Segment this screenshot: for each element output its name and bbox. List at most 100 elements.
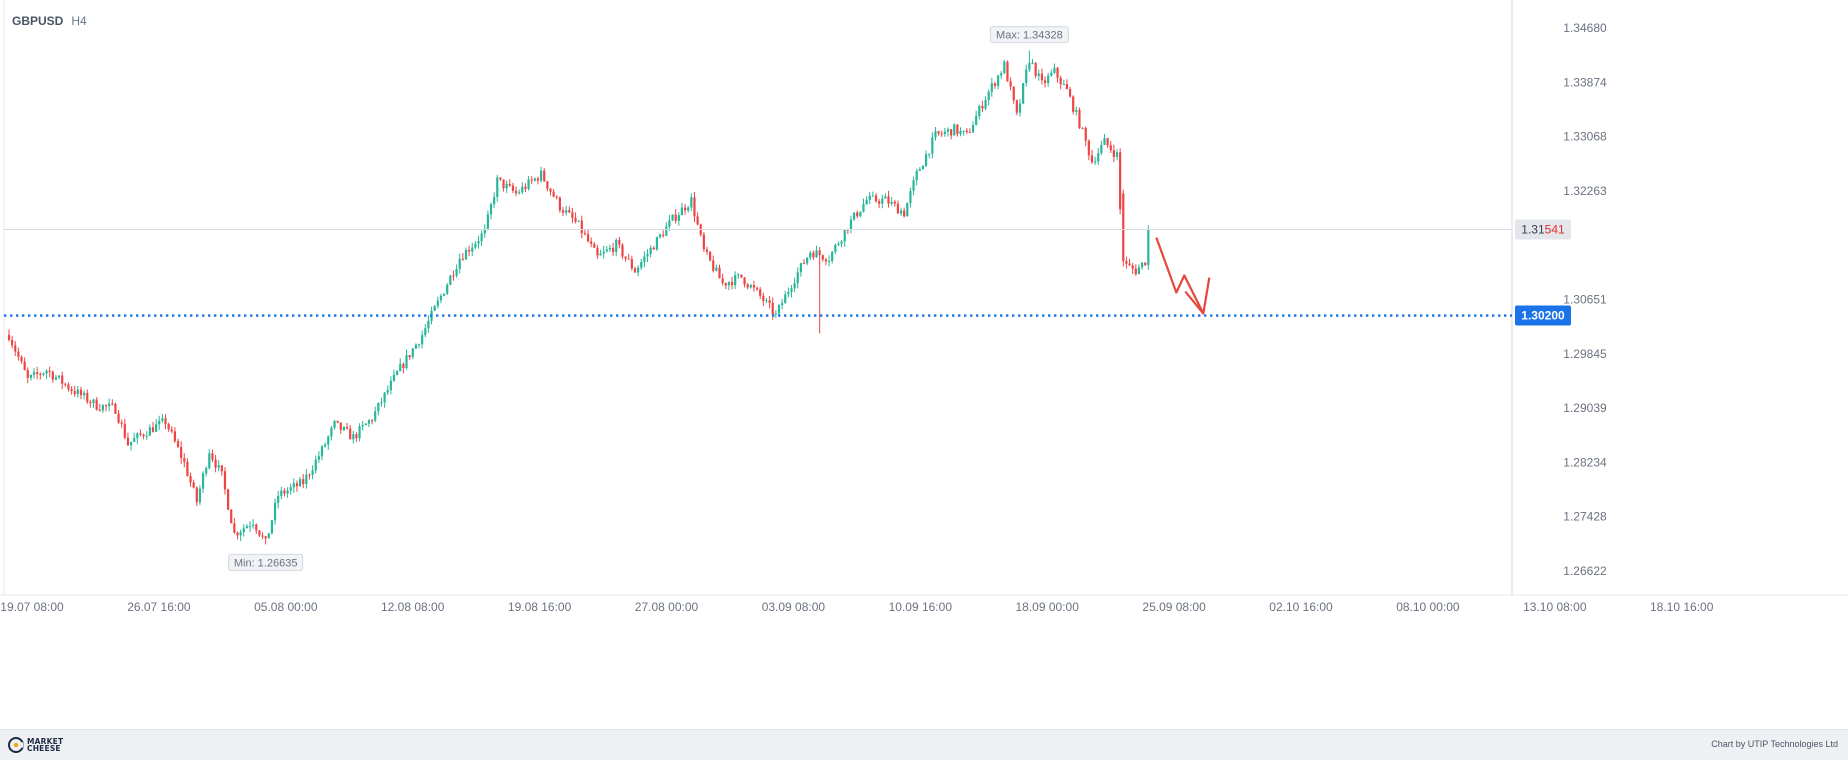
candle-body [533,178,536,181]
candle-body [214,459,217,468]
candle-body [311,470,314,475]
candle-body [624,256,627,259]
candle-body [1056,67,1059,78]
candle-body [721,278,724,284]
candle-body [956,124,959,134]
candle-body [781,303,784,306]
candle-body [871,195,874,197]
candle-body [211,453,214,460]
candle-body [646,253,649,257]
candle-body [1075,109,1078,112]
candle-body [502,179,505,189]
candle-body [39,374,42,376]
candle-body [705,249,709,252]
candle-body [536,178,540,181]
candle-body [677,215,680,221]
candle-body [42,373,45,375]
candle-body [220,465,223,472]
current-price-label: 1.31541 [1521,222,1565,236]
candle-body [95,399,98,410]
candle-body [1025,69,1028,84]
candle-body [370,420,374,422]
candle-body [1059,77,1062,85]
x-tick-label: 27.08 00:00 [635,600,699,614]
candle-body [658,234,662,238]
candle-body [637,267,640,273]
y-tick-label: 1.29039 [1563,401,1607,415]
candle-body [824,259,828,262]
candle-body [605,249,608,252]
candle-body [458,258,461,269]
candle-body [383,392,386,403]
candle-body [896,203,900,214]
candle-body [201,473,205,489]
candle-body [236,532,239,536]
candle-body [827,261,831,263]
candle-body [195,487,198,503]
candle-body [718,267,721,279]
candle-body [834,245,837,252]
candle-body [514,190,518,194]
candle-body [912,180,915,191]
x-tick-label: 10.09 16:00 [889,600,953,614]
candle-body [693,197,696,217]
candle-body [843,229,846,242]
candle-body [540,170,543,181]
candle-body [355,434,358,439]
candle-body [1119,152,1122,210]
candle-body [928,153,931,155]
candle-body [123,423,126,438]
candle-body [662,234,665,236]
candle-body [352,434,355,440]
candle-body [474,243,477,248]
price-chart[interactable]: 1.34680 1.33874 1.33068 1.32263 1.30651 1.298… [0,0,1848,729]
candle-body [283,490,286,494]
candle-body [471,247,474,252]
candle-body [765,300,768,302]
candle-body [521,186,524,193]
forecast-arrow-head [1184,277,1211,315]
candle-body [496,177,499,198]
candle-body [189,475,192,483]
candle-body [330,427,333,437]
candle-body [1006,61,1009,82]
candle-body [277,495,280,503]
candle-body [909,190,912,203]
candle-body [696,216,699,225]
candle-body [755,287,759,290]
candle-body [727,281,730,286]
candle-body [987,91,990,100]
candle-body [349,428,352,440]
cheese-icon [8,737,24,753]
candle-body [32,372,36,375]
candle-body [712,260,715,271]
candle-body [1128,263,1131,266]
candle-body [468,249,471,252]
candle-body [155,424,158,432]
candle-body [884,196,887,199]
candle-body [402,363,405,369]
candle-body [1015,100,1018,113]
candle-body [89,401,92,404]
candle-body [433,306,436,311]
candle-body [248,525,252,527]
candle-body [380,402,383,404]
candle-body [142,434,145,437]
candle-body [186,461,189,476]
candle-body [480,233,483,242]
candle-body [630,259,633,269]
candle-body [92,399,95,404]
candle-body [223,471,227,490]
candle-body [64,383,67,385]
candle-body [1000,73,1003,76]
candle-body [1109,145,1112,151]
candle-body [558,197,561,211]
candle-body [245,526,248,529]
candle-body [962,130,965,132]
candle-body [568,210,571,213]
candle-body [499,177,502,180]
candle-body [640,262,643,268]
candle-body [796,272,799,284]
candle-body [449,275,452,285]
x-tick-label: 18.10 16:00 [1650,600,1714,614]
